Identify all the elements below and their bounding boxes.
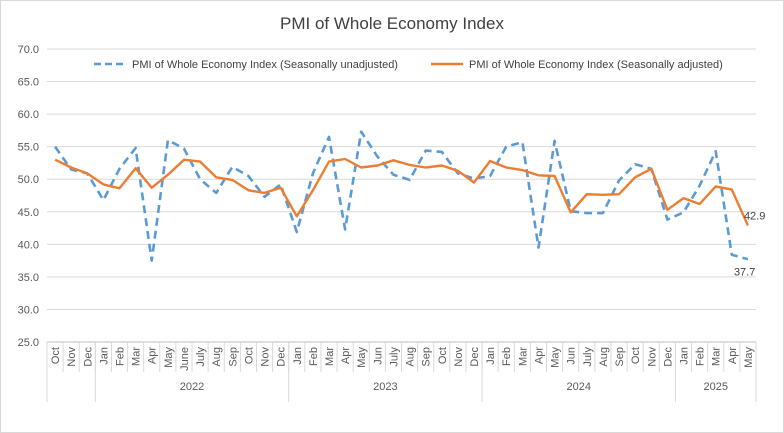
x-tick-label: Dec	[82, 347, 94, 367]
x-tick-label: May	[550, 347, 562, 368]
x-tick-label: Feb	[308, 347, 320, 366]
y-tick-label: 55.0	[18, 142, 39, 154]
series-line-0	[54, 130, 749, 262]
x-tick-label: July	[195, 347, 207, 367]
year-label: 2025	[703, 381, 727, 393]
x-tick-label: Apr	[727, 347, 739, 364]
x-tick-label: Sep	[614, 347, 626, 367]
x-tick-label: Apr	[147, 347, 159, 364]
x-tick-label: June	[179, 347, 191, 371]
x-tick-label: Jan	[98, 347, 110, 365]
axes: 70.0 65.0 60.0 55.0 50.0 45.0 40.0 35.0 30.0 25.0…	[18, 44, 757, 402]
x-tick-label: Apr	[340, 347, 352, 364]
x-tick-label: Feb	[115, 347, 127, 366]
y-tick-label: 30.0	[18, 304, 39, 316]
x-tick-label: Sep	[227, 347, 239, 367]
x-tick-label: Feb	[501, 347, 513, 366]
x-tick-label: Mar	[711, 347, 723, 366]
y-tick-label: 35.0	[18, 272, 39, 284]
year-label: 2022	[180, 381, 204, 393]
x-tick-label: Oct	[630, 347, 642, 364]
x-tick-label: Oct	[243, 347, 255, 364]
x-tick-label: Oct	[50, 347, 62, 364]
x-tick-label: May	[163, 347, 175, 368]
x-tick-label: Mar	[131, 347, 143, 366]
y-tick-label: 45.0	[18, 207, 39, 219]
x-tick-label: Dec	[469, 347, 481, 367]
x-tick-label: Mar	[324, 347, 336, 366]
x-tick-label: Oct	[437, 347, 449, 364]
y-tick-label: 65.0	[18, 77, 39, 89]
gridlines	[47, 48, 756, 343]
x-tick-label: Dec	[662, 347, 674, 367]
year-label: 2023	[373, 381, 397, 393]
x-tick-label: Apr	[533, 347, 545, 364]
x-tick-label: Feb	[695, 347, 707, 366]
legend: PMI of Whole Economy Index (Seasonally u…	[94, 59, 723, 71]
legend-label-0: PMI of Whole Economy Index (Seasonally u…	[132, 59, 398, 71]
data-label-adjusted-last: 42.9	[744, 210, 765, 222]
x-tick-label: Nov	[66, 347, 78, 367]
x-tick-label: Aug	[211, 347, 223, 367]
y-tick-label: 25.0	[18, 337, 39, 349]
data-labels: 37.7 42.9	[734, 210, 765, 278]
data-label-unadjusted-last: 37.7	[734, 266, 755, 278]
x-tick-label: Dec	[276, 347, 288, 367]
series-line-1	[54, 157, 749, 226]
series-lines	[54, 130, 749, 262]
x-tick-label: Nov	[260, 347, 272, 367]
x-tick-label: Nov	[453, 347, 465, 367]
x-tick-label: Sep	[421, 347, 433, 367]
legend-label-1: PMI of Whole Economy Index (Seasonally a…	[469, 59, 723, 71]
x-tick-label: Mar	[517, 347, 529, 366]
year-label: 2024	[567, 381, 591, 393]
y-tick-label: 70.0	[18, 44, 39, 56]
y-tick-label: 60.0	[18, 109, 39, 121]
x-tick-label: Jun	[566, 347, 578, 365]
x-tick-label: Aug	[405, 347, 417, 367]
x-tick-label: July	[388, 347, 400, 367]
x-tick-label: Jan	[292, 347, 304, 365]
x-tick-label: May	[743, 347, 755, 368]
x-tick-label: Aug	[598, 347, 610, 367]
x-tick-label: July	[582, 347, 594, 367]
x-tick-label: Jun	[372, 347, 384, 365]
x-tick-label: Jan	[678, 347, 690, 365]
y-tick-label: 40.0	[18, 239, 39, 251]
x-tick-label: Jan	[485, 347, 497, 365]
x-tick-label: Nov	[646, 347, 658, 367]
x-tick-label: May	[356, 347, 368, 368]
y-tick-label: 50.0	[18, 174, 39, 186]
chart-title: PMI of Whole Economy Index	[280, 14, 504, 33]
